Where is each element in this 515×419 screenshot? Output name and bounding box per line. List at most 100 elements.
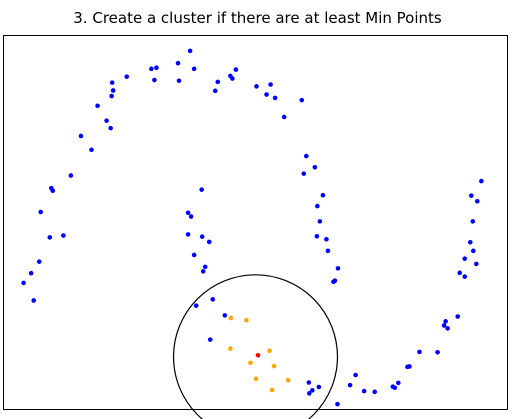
unclustered-point bbox=[95, 103, 100, 108]
unclustered-point bbox=[154, 65, 159, 70]
unclustered-point bbox=[336, 266, 341, 271]
unclustered-point bbox=[234, 67, 239, 72]
unclustered-point bbox=[282, 115, 287, 120]
unclustered-point bbox=[479, 179, 484, 184]
unclustered-point bbox=[442, 323, 447, 328]
unclustered-point bbox=[315, 204, 320, 209]
unclustered-point bbox=[348, 383, 353, 388]
unclustered-point bbox=[471, 249, 476, 254]
unclustered-point bbox=[61, 233, 66, 238]
unclustered-point bbox=[307, 391, 312, 396]
unclustered-point bbox=[201, 269, 206, 274]
unclustered-point bbox=[192, 67, 197, 72]
unclustered-point bbox=[321, 193, 326, 198]
unclustered-point bbox=[307, 380, 312, 385]
unclustered-point bbox=[149, 67, 154, 72]
unclustered-point bbox=[230, 76, 235, 81]
unclustered-point bbox=[124, 74, 129, 79]
unclustered-point bbox=[223, 313, 228, 318]
unclustered-point bbox=[264, 92, 269, 97]
unclustered-point bbox=[47, 235, 52, 240]
neighbor-point bbox=[254, 376, 259, 381]
unclustered-point bbox=[326, 249, 331, 254]
scatter-marks bbox=[21, 49, 483, 419]
unclustered-point bbox=[37, 259, 42, 264]
core-point bbox=[256, 353, 261, 358]
unclustered-point bbox=[313, 165, 318, 170]
unclustered-point bbox=[111, 88, 116, 93]
unclustered-point bbox=[194, 303, 199, 308]
unclustered-point bbox=[89, 147, 94, 152]
unclustered-point bbox=[462, 274, 467, 279]
unclustered-point bbox=[186, 232, 191, 237]
unclustered-point bbox=[469, 193, 474, 198]
unclustered-point bbox=[405, 365, 410, 370]
unclustered-point bbox=[200, 234, 205, 239]
unclustered-point bbox=[457, 271, 462, 276]
unclustered-point bbox=[29, 271, 34, 276]
unclustered-point bbox=[199, 187, 204, 192]
unclustered-point bbox=[207, 240, 212, 245]
unclustered-point bbox=[186, 211, 191, 216]
unclustered-point bbox=[177, 78, 182, 83]
unclustered-point bbox=[108, 126, 113, 131]
unclustered-point bbox=[445, 326, 450, 331]
unclustered-point bbox=[176, 61, 181, 66]
neighbor-point bbox=[270, 388, 275, 393]
unclustered-point bbox=[213, 89, 218, 94]
neighbor-point bbox=[229, 316, 234, 321]
unclustered-point bbox=[79, 134, 84, 139]
unclustered-point bbox=[455, 314, 460, 319]
neighbor-point bbox=[267, 349, 272, 354]
unclustered-point bbox=[474, 262, 479, 267]
unclustered-point bbox=[462, 256, 467, 261]
neighbor-point bbox=[248, 360, 253, 365]
unclustered-point bbox=[299, 98, 304, 103]
unclustered-point bbox=[50, 188, 55, 193]
unclustered-point bbox=[324, 237, 329, 242]
unclustered-point bbox=[268, 82, 273, 87]
unclustered-point bbox=[104, 118, 109, 123]
unclustered-point bbox=[69, 173, 74, 178]
unclustered-point bbox=[215, 80, 220, 85]
neighbor-point bbox=[272, 364, 277, 369]
unclustered-point bbox=[304, 154, 309, 159]
unclustered-point bbox=[362, 389, 367, 394]
unclustered-point bbox=[335, 402, 340, 407]
unclustered-point bbox=[317, 385, 322, 390]
unclustered-point bbox=[470, 219, 475, 224]
unclustered-point bbox=[475, 199, 480, 204]
unclustered-point bbox=[443, 319, 448, 324]
unclustered-point bbox=[468, 240, 473, 245]
unclustered-point bbox=[435, 350, 440, 355]
unclustered-point bbox=[315, 234, 320, 239]
unclustered-point bbox=[372, 390, 377, 395]
unclustered-point bbox=[417, 350, 422, 355]
neighbor-point bbox=[286, 378, 291, 383]
unclustered-point bbox=[152, 78, 157, 83]
unclustered-point bbox=[254, 84, 259, 89]
neighbor-point bbox=[228, 346, 233, 351]
unclustered-point bbox=[396, 381, 401, 386]
unclustered-point bbox=[208, 337, 213, 342]
unclustered-point bbox=[109, 94, 114, 99]
eps-neighborhood-circle bbox=[174, 275, 338, 419]
unclustered-point bbox=[210, 297, 215, 302]
unclustered-point bbox=[21, 281, 26, 286]
unclustered-point bbox=[38, 210, 43, 215]
unclustered-point bbox=[31, 298, 36, 303]
unclustered-point bbox=[301, 171, 306, 176]
unclustered-point bbox=[353, 373, 358, 378]
unclustered-point bbox=[188, 49, 193, 54]
neighbor-point bbox=[244, 318, 249, 323]
unclustered-point bbox=[110, 80, 115, 85]
unclustered-point bbox=[331, 280, 336, 285]
unclustered-point bbox=[273, 96, 278, 101]
plot-frame bbox=[4, 36, 508, 410]
unclustered-point bbox=[393, 385, 398, 390]
unclustered-point bbox=[189, 214, 194, 219]
unclustered-point bbox=[192, 253, 197, 258]
unclustered-point bbox=[318, 219, 323, 224]
unclustered-point bbox=[203, 265, 208, 270]
